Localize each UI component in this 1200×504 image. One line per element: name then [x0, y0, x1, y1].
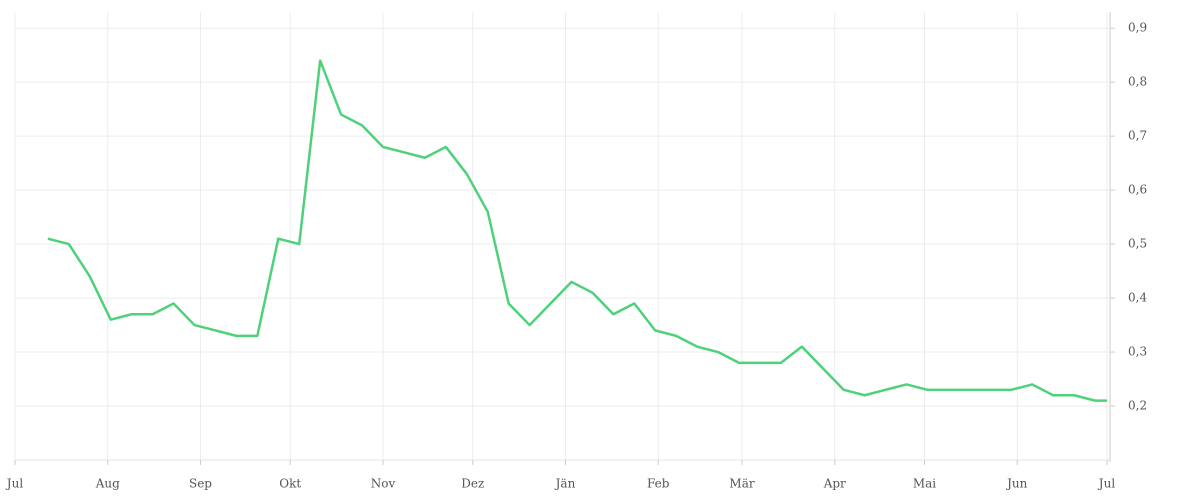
x-tick-label: Sep [189, 477, 212, 491]
x-tick-label: Jul [5, 477, 24, 491]
y-tick-label: 0,4 [1128, 291, 1147, 305]
x-tick-label: Mai [913, 477, 936, 491]
x-tick-label: Dez [461, 477, 484, 491]
x-tick-label: Feb [647, 477, 670, 491]
y-tick-label: 0,7 [1128, 129, 1147, 143]
y-tick-label: 0,5 [1128, 237, 1147, 251]
x-tick-label: Aug [95, 477, 120, 491]
data-line [47, 59, 1107, 402]
x-tick-label: Nov [371, 477, 396, 491]
x-tick-label: Okt [279, 477, 301, 491]
y-tick-label: 0,6 [1128, 183, 1147, 197]
y-tick-label: 0,8 [1128, 75, 1147, 89]
x-tick-label: Jun [1005, 477, 1028, 491]
y-tick-label: 0,3 [1128, 345, 1147, 359]
x-tick-label: Mär [729, 477, 754, 491]
y-tick-label: 0,9 [1128, 21, 1147, 35]
x-tick-label: Apr [823, 477, 846, 491]
x-tick-label: Jän [554, 477, 576, 491]
y-tick-label: 0,2 [1128, 399, 1147, 413]
x-tick-label: Jul [1097, 477, 1116, 491]
